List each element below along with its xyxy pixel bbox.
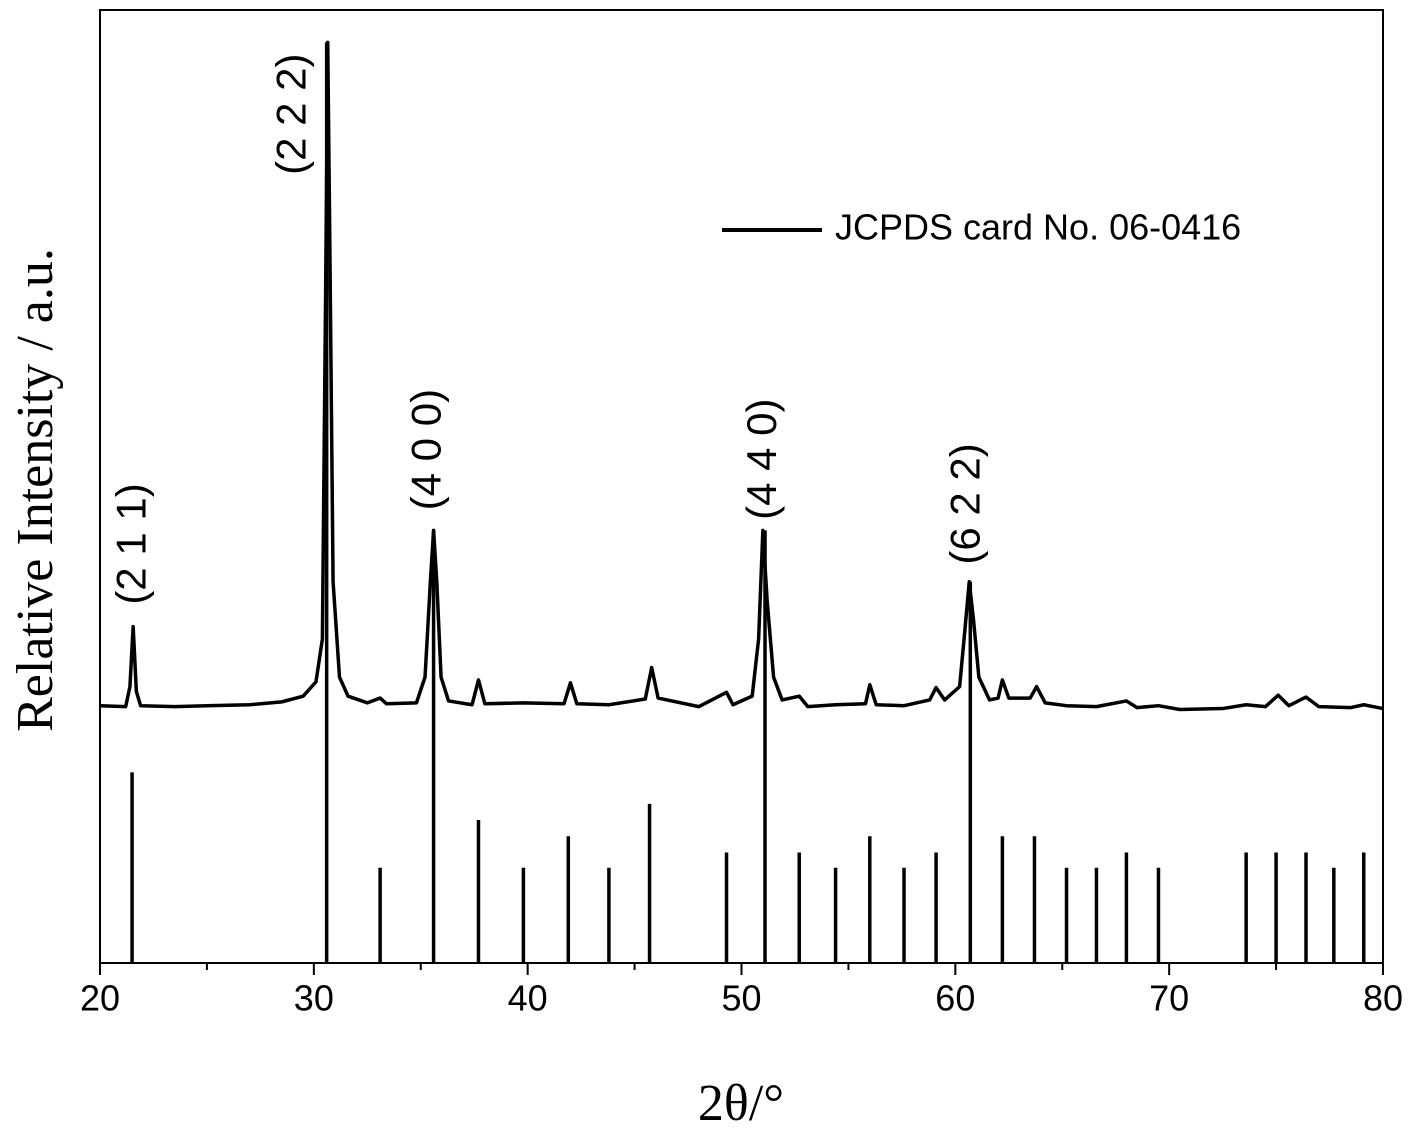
y-axis-title: Relative Intensity / a.u. bbox=[7, 248, 64, 732]
x-axis-title: 2θ/° bbox=[698, 1075, 784, 1132]
peak-label: (6 2 2) bbox=[941, 443, 988, 564]
peak-label: (4 4 0) bbox=[738, 398, 785, 519]
x-tick-label: 80 bbox=[1363, 978, 1403, 1019]
x-tick-label: 40 bbox=[508, 978, 548, 1019]
peak-label: (4 0 0) bbox=[402, 389, 449, 510]
x-tick-label: 30 bbox=[294, 978, 334, 1019]
x-tick-label: 20 bbox=[80, 978, 120, 1019]
peak-label: (2 1 1) bbox=[107, 483, 154, 604]
peak-label: (2 2 2) bbox=[268, 53, 315, 174]
xrd-pattern bbox=[99, 40, 1384, 712]
legend-label: JCPDS card No. 06-0416 bbox=[835, 207, 1241, 248]
x-tick-label: 70 bbox=[1149, 978, 1189, 1019]
x-tick-label: 50 bbox=[721, 978, 761, 1019]
x-tick-label: 60 bbox=[935, 978, 975, 1019]
